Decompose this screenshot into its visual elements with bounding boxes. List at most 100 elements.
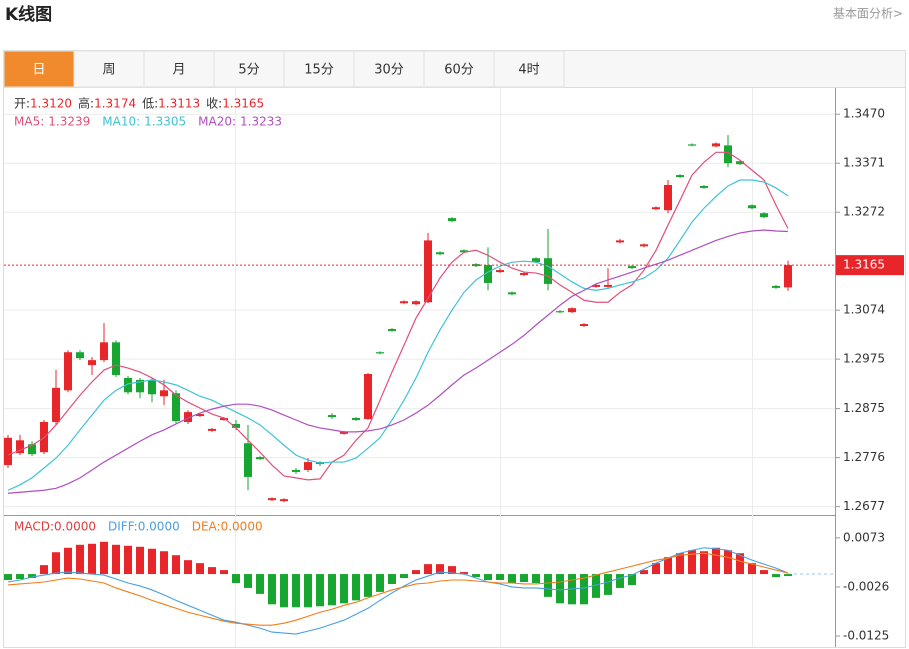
candle-body: [688, 144, 696, 146]
candle-body: [712, 143, 720, 147]
legend-text: 0.0000: [138, 520, 180, 534]
macd-bar: [424, 564, 432, 575]
macd-bar: [436, 564, 444, 575]
macd-bar: [556, 574, 564, 604]
tab-label[interactable]: 15分: [304, 63, 334, 78]
widget-title: K线图: [5, 4, 52, 25]
macd-bar: [748, 563, 756, 575]
candle-body: [64, 352, 72, 391]
macd-bar: [268, 574, 276, 605]
macd-bar: [364, 574, 372, 597]
candle-body: [340, 431, 348, 434]
candle-body: [616, 240, 624, 243]
macd-bar: [100, 541, 108, 575]
fundamental-link[interactable]: 基本面分析>: [833, 7, 903, 21]
macd-bar: [544, 574, 552, 597]
y-tick-label: -0.0125: [843, 629, 889, 643]
macd-bar: [460, 572, 468, 575]
candle-body: [652, 207, 660, 210]
macd-bar: [652, 563, 660, 575]
legend-text: MA5:: [14, 115, 44, 129]
candle-body: [520, 273, 528, 276]
candle-body: [88, 360, 96, 366]
candle-body: [16, 440, 24, 454]
candle-body: [556, 311, 564, 313]
candle-body: [136, 379, 144, 393]
tab[interactable]: [213, 50, 285, 88]
candle-body: [592, 284, 600, 287]
tab-label[interactable]: 月: [172, 63, 185, 78]
candle-body: [4, 437, 12, 466]
macd-bar: [76, 544, 84, 575]
macd-bar: [760, 570, 768, 575]
macd-line: [7, 552, 789, 626]
macd-bar: [52, 552, 60, 575]
candle-body: [304, 462, 312, 470]
y-tick-label: 0.0073: [843, 530, 885, 544]
tab-label[interactable]: 5分: [238, 63, 259, 78]
legend-text: 1.3174: [94, 97, 136, 111]
macd-bar: [736, 553, 744, 575]
macd-bar: [136, 546, 144, 575]
candle-body: [52, 387, 60, 422]
tab[interactable]: [353, 50, 425, 88]
candle-body: [412, 301, 420, 305]
macd-bar: [604, 574, 612, 595]
ma-line: [7, 151, 789, 481]
tab-label[interactable]: 30分: [374, 63, 404, 78]
macd-bar: [208, 567, 216, 575]
tab[interactable]: [143, 50, 215, 88]
legend-text: MA10:: [102, 115, 140, 129]
macd-bar: [220, 570, 228, 575]
macd-bar: [772, 574, 780, 578]
last-price-label: 1.3165: [843, 258, 885, 272]
candle-body: [580, 324, 588, 326]
candle-body: [280, 499, 288, 502]
candle-body: [508, 292, 516, 295]
candle-body: [328, 415, 336, 418]
macd-bar: [232, 574, 240, 583]
candle-body: [28, 444, 36, 455]
candle-body: [736, 161, 744, 165]
tab-label[interactable]: 4时: [518, 63, 539, 78]
tab[interactable]: [283, 50, 355, 88]
candle-body: [196, 414, 204, 417]
legend-text: 收:: [206, 97, 222, 111]
candle-body: [292, 469, 300, 472]
candle-body: [112, 342, 120, 375]
candle-body: [496, 270, 504, 273]
last-price-box: [836, 255, 904, 276]
macd-bar: [124, 545, 132, 575]
tab-label[interactable]: 60分: [444, 63, 474, 78]
candle-body: [532, 258, 540, 263]
candle-body: [664, 184, 672, 211]
macd-bar: [400, 574, 408, 579]
macd-bar: [28, 574, 36, 579]
candle-body: [388, 328, 396, 331]
macd-bar: [352, 574, 360, 601]
candle-body: [244, 443, 252, 477]
macd-bar: [328, 574, 336, 606]
candle-body: [76, 352, 84, 359]
legend-text: 1.3165: [222, 97, 264, 111]
legend-text: 开:: [14, 97, 30, 111]
macd-bar: [784, 574, 792, 577]
macd-bar: [676, 553, 684, 575]
legend-text: 1.3305: [144, 115, 186, 129]
macd-bar: [484, 574, 492, 581]
ma-line: [7, 229, 789, 494]
legend-text: 0.0000: [54, 520, 96, 534]
candle-body: [760, 213, 768, 218]
tab-label[interactable]: 日: [32, 63, 45, 78]
tab[interactable]: [493, 50, 565, 88]
tab[interactable]: [423, 50, 495, 88]
candle-body: [748, 205, 756, 209]
candle-body: [376, 352, 384, 354]
macd-bar: [16, 574, 24, 580]
macd-bar: [196, 563, 204, 575]
tab-label[interactable]: 周: [102, 63, 115, 78]
candle-body: [700, 185, 708, 188]
macd-bar: [340, 574, 348, 604]
candle-body: [424, 240, 432, 303]
